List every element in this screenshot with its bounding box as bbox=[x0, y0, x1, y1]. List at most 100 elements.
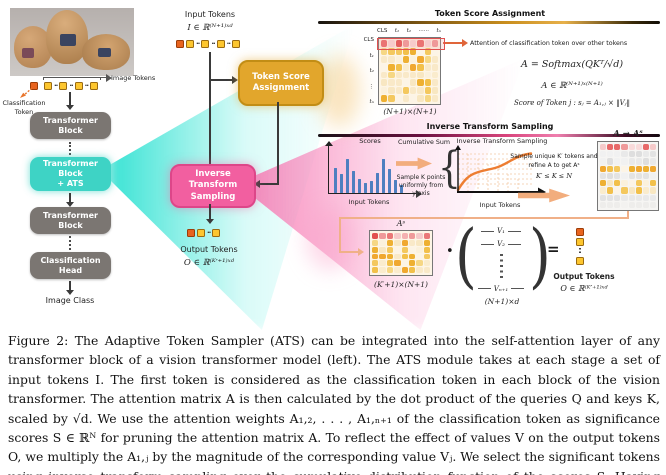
matrix-cell bbox=[600, 151, 607, 158]
matrix-cell bbox=[395, 71, 402, 79]
bracket-arrowhead bbox=[106, 74, 112, 83]
left-paren: ( bbox=[455, 215, 477, 297]
output-tokens-formula-right: O ∈ ℝ⁽ᴷ′⁺¹⁾ˣᵈ bbox=[560, 284, 608, 293]
matrix-cell bbox=[621, 151, 628, 158]
input-tokens-label: Input Tokens bbox=[184, 10, 236, 19]
matrix-cell bbox=[614, 187, 621, 194]
matrix-cell bbox=[600, 165, 607, 172]
matrix-cell bbox=[379, 253, 386, 260]
matrix-cell bbox=[417, 79, 424, 87]
matrix-cell bbox=[600, 180, 607, 187]
matrix-cell bbox=[417, 63, 424, 71]
arrowhead bbox=[254, 180, 260, 188]
score-bar bbox=[340, 173, 343, 193]
matrix-cell bbox=[410, 63, 417, 71]
y-axis-arrowhead bbox=[324, 141, 333, 146]
matrix-cell bbox=[417, 95, 424, 102]
arrowhead bbox=[66, 105, 74, 110]
token-square bbox=[74, 82, 83, 90]
matrix-cell bbox=[424, 63, 431, 71]
attention-dims-formula: A ∈ ℝ⁽ᴺ⁺¹⁾ˣ⁽ᴺ⁺¹⁾ bbox=[541, 81, 603, 91]
cdf-xlabel: Input Tokens bbox=[479, 201, 521, 209]
connector bbox=[209, 52, 211, 164]
scores-bar-chart bbox=[328, 146, 418, 194]
bracket-tick-right bbox=[100, 77, 102, 80]
attention-matrix-col-labels: CLS t₁ t₂ ······ tₙ bbox=[377, 28, 441, 34]
matrix-cell bbox=[424, 79, 431, 87]
gold-glow-decoration bbox=[318, 55, 360, 127]
matrix-cell bbox=[381, 40, 388, 47]
matrix-cell bbox=[410, 71, 417, 79]
matrix-cell bbox=[395, 63, 402, 71]
input-token-row: ·· ·· ·· bbox=[176, 40, 240, 48]
matrix-cell bbox=[621, 201, 628, 208]
matrix-cell bbox=[635, 194, 642, 201]
matrix-cell bbox=[600, 158, 607, 165]
matrix-cell bbox=[410, 47, 417, 55]
a-to-as-header: A → Aˢ bbox=[613, 129, 643, 139]
matrix-cell bbox=[395, 40, 402, 47]
dot-product-symbol: • bbox=[446, 244, 454, 259]
matrix-cell bbox=[635, 144, 642, 151]
matrix-cell bbox=[649, 172, 656, 180]
bracket-arrow-line bbox=[101, 77, 107, 79]
matrix-cell bbox=[628, 144, 635, 151]
matrix-cell bbox=[614, 151, 621, 158]
matrix-cell bbox=[386, 246, 394, 253]
matrix-cell bbox=[621, 187, 628, 194]
matrix-cell bbox=[600, 172, 607, 180]
col-label: tₙ bbox=[436, 28, 441, 34]
matrix-cell bbox=[372, 260, 379, 267]
matrix-cell bbox=[607, 201, 614, 208]
matrix-cell bbox=[410, 40, 417, 47]
connector bbox=[259, 183, 279, 185]
matrix-cell bbox=[416, 246, 423, 253]
matrix-cell bbox=[381, 55, 388, 63]
input-tokens-formula: I ∈ ℝ⁽ᴺ⁺¹⁾ˣᵈ bbox=[187, 23, 233, 33]
matrix-cell bbox=[388, 40, 395, 47]
matrix-cell bbox=[614, 180, 621, 187]
arrowhead bbox=[66, 202, 74, 207]
matrix-cell bbox=[614, 194, 621, 201]
matrix-cell bbox=[635, 158, 642, 165]
matrix-cell bbox=[614, 172, 621, 180]
vertical-dots bbox=[499, 253, 503, 280]
matrix-cell bbox=[431, 55, 438, 63]
matrix-cell bbox=[372, 253, 379, 260]
image-class-label: Image Class bbox=[45, 296, 95, 305]
matrix-cell bbox=[607, 187, 614, 194]
right-paren: ) bbox=[529, 215, 551, 297]
refine-note: Sample unique K′ tokens and refine A to … bbox=[510, 152, 598, 182]
matrix-cell bbox=[401, 267, 408, 273]
value-row-2: V₂ bbox=[481, 240, 521, 248]
matrix-cell bbox=[642, 165, 649, 172]
score-bar bbox=[400, 185, 403, 193]
pink-rule bbox=[318, 134, 660, 137]
matrix-cell bbox=[600, 144, 607, 151]
matrix-cell bbox=[424, 71, 431, 79]
score-bar bbox=[334, 168, 337, 193]
token-square bbox=[231, 40, 240, 48]
matrix-cell bbox=[642, 194, 649, 201]
matrix-cell bbox=[600, 194, 607, 201]
matrix-cell bbox=[423, 267, 430, 273]
attention-matrix bbox=[378, 37, 441, 105]
matrix-cell bbox=[607, 180, 614, 187]
matrix-cell bbox=[402, 40, 409, 47]
matrix-cell bbox=[402, 71, 409, 79]
token-square bbox=[216, 40, 225, 48]
value-label: Vₙ₊₁ bbox=[493, 284, 509, 293]
matrix-cell bbox=[621, 158, 628, 165]
classification-token-square bbox=[30, 82, 38, 90]
token-bracket bbox=[43, 77, 101, 79]
matrix-cell bbox=[395, 87, 402, 95]
matrix-cell bbox=[424, 47, 431, 55]
section-title-inverse-transform: Inverse Transform Sampling bbox=[426, 122, 554, 131]
arrowhead bbox=[66, 290, 74, 295]
value-label: V₂ bbox=[497, 240, 505, 249]
matrix-cell bbox=[642, 151, 649, 158]
figure-caption: Figure 2: The Adaptive Token Sampler (AT… bbox=[8, 333, 660, 475]
matrix-cell bbox=[607, 165, 614, 172]
matrix-cell bbox=[614, 165, 621, 172]
matrix-cell bbox=[423, 253, 430, 260]
